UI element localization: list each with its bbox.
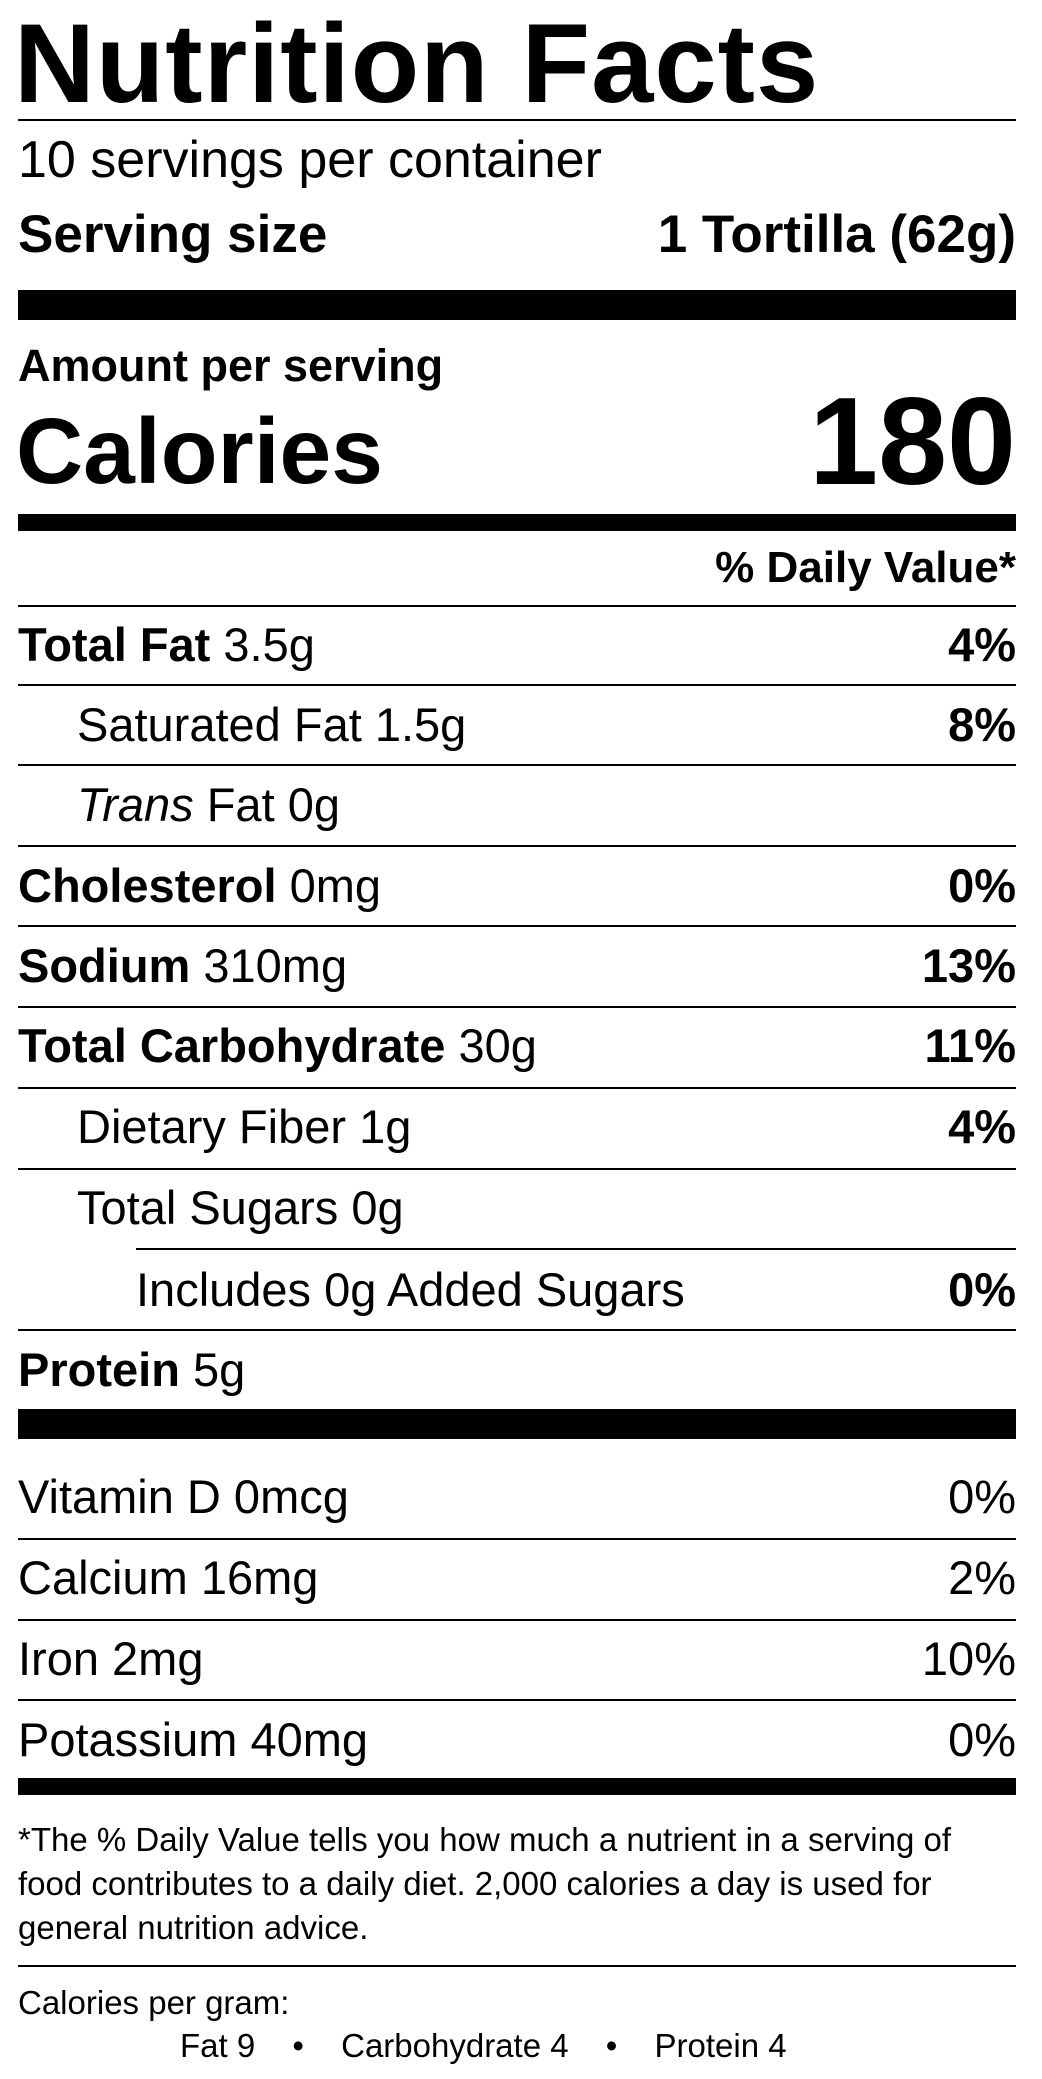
divider [18, 1619, 1016, 1621]
nutrient-amount: 310mg [203, 939, 348, 992]
divider [18, 684, 1016, 686]
medium-divider [18, 514, 1016, 531]
nutrient-row-total-carbohydrate: Total Carbohydrate 30g [18, 1022, 537, 1069]
daily-value-footnote: *The % Daily Value tells you how much a … [18, 1821, 952, 1946]
nutrient-row-protein: Protein 5g [18, 1346, 245, 1393]
divider [18, 845, 1016, 847]
nutrient-name: Fat [206, 778, 275, 831]
divider [18, 1329, 1016, 1331]
label-title: Nutrition Facts [14, 1, 820, 126]
protein-calories-per-gram: Protein 4 [654, 2027, 787, 2064]
vitamin-row-iron: Iron 2mg [18, 1632, 204, 1685]
servings-per-container: 10 servings per container [18, 131, 602, 189]
vitamin-row-potassium: Potassium 40mg [18, 1713, 369, 1766]
nutrient-amount: 30g [458, 1019, 537, 1072]
nutrient-row-total-fat: Total Fat 3.5g [18, 621, 315, 668]
divider [18, 764, 1016, 766]
divider [18, 1087, 1016, 1089]
vitamin-row-calcium: Calcium 16mg [18, 1551, 319, 1604]
nutrient-name: Total Sugars [77, 1181, 339, 1234]
nutrient-amount: 1.5g [374, 698, 467, 751]
fat-calories-per-gram: Fat 9 [180, 2027, 256, 2064]
serving-size-label: Serving size [18, 205, 328, 264]
divider [18, 1538, 1016, 1540]
nutrient-row-trans-fat: Trans Fat 0g [77, 781, 340, 828]
calories-value: 180 [809, 373, 1016, 511]
nutrient-name: Total Carbohydrate [18, 1019, 446, 1072]
calories-label: Calories [16, 399, 384, 503]
nutrient-row-dietary-fiber: Dietary Fiber 1g [77, 1103, 411, 1150]
daily-value-percent: 0% [948, 859, 1016, 912]
serving-size-value: 1 Tortilla (62g) [657, 205, 1016, 264]
daily-value-percent: 0% [948, 1713, 1016, 1766]
nutrient-row-cholesterol: Cholesterol 0mg [18, 862, 381, 909]
divider [18, 1006, 1016, 1008]
nutrient-amount: 1g [359, 1100, 412, 1153]
daily-value-percent: 4% [948, 1100, 1016, 1153]
nutrient-amount: 0mg [289, 859, 382, 912]
nutrient-name: Protein [18, 1343, 180, 1396]
amount-per-serving: Amount per serving [18, 340, 444, 391]
nutrient-amount: 3.5g [223, 618, 315, 671]
calories-per-gram-label: Calories per gram: [18, 1984, 290, 2021]
nutrient-row-added-sugars: Includes 0g Added Sugars [136, 1263, 685, 1316]
nutrient-name: Cholesterol [18, 859, 277, 912]
daily-value-percent: 8% [948, 698, 1016, 751]
divider [18, 1168, 1016, 1170]
nutrient-amount: 5g [192, 1343, 246, 1396]
carbohydrate-calories-per-gram: Carbohydrate 4 [341, 2027, 569, 2064]
nutrient-row-saturated-fat: Saturated Fat 1.5g [77, 701, 466, 748]
daily-value-percent: 2% [948, 1551, 1016, 1604]
nutrient-amount: 0g [287, 778, 340, 831]
nutrient-name-italic: Trans [77, 778, 194, 831]
divider [18, 119, 1016, 121]
daily-value-header: % Daily Value* [715, 543, 1016, 592]
divider [18, 1965, 1016, 1967]
daily-value-percent: 0% [948, 1470, 1016, 1523]
thick-divider [18, 1409, 1016, 1439]
daily-value-percent: 11% [924, 1019, 1016, 1072]
daily-value-percent: 4% [948, 618, 1016, 671]
separator-dot: • [292, 2027, 304, 2064]
daily-value-percent: 0% [948, 1263, 1016, 1316]
vitamin-row-vitamin-d: Vitamin D 0mcg [18, 1470, 349, 1523]
thick-divider [18, 290, 1016, 320]
daily-value-percent: 13% [921, 939, 1016, 992]
daily-value-percent: 10% [921, 1632, 1016, 1685]
calories-per-gram-values: Fat 9 • Carbohydrate 4 • Protein 4 [180, 2029, 787, 2062]
divider-indented [136, 1248, 1016, 1250]
nutrient-name: Saturated Fat [77, 698, 362, 751]
medium-divider [18, 1778, 1016, 1795]
nutrient-row-sodium: Sodium 310mg [18, 942, 347, 989]
divider [18, 925, 1016, 927]
divider [18, 605, 1016, 607]
nutrient-row-total-sugars: Total Sugars 0g [77, 1184, 404, 1231]
nutrient-name: Total Fat [18, 618, 211, 671]
nutrient-name: Sodium [18, 939, 191, 992]
nutrient-name: Dietary Fiber [77, 1100, 347, 1153]
separator-dot: • [605, 2027, 618, 2064]
nutrient-amount: 0g [351, 1181, 404, 1234]
divider [18, 1699, 1016, 1701]
